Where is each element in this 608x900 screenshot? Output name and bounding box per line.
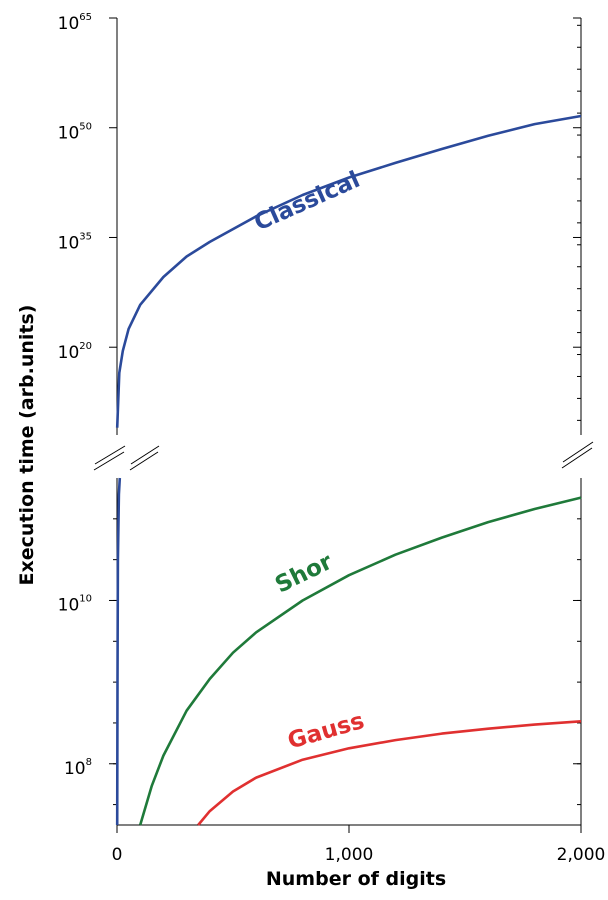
y-tick-label: 1035 bbox=[58, 231, 92, 253]
y-tick-label: 1010 bbox=[58, 593, 92, 615]
series-line-shor bbox=[138, 496, 582, 826]
axis-break-mark bbox=[93, 451, 125, 471]
series-line-classical bbox=[115, 114, 582, 428]
x-tick-label: 0 bbox=[112, 845, 123, 865]
x-axis-title: Number of digits bbox=[266, 868, 446, 890]
y-tick-label: 1050 bbox=[58, 122, 92, 144]
series-line-classical-lower bbox=[115, 477, 122, 826]
axis-break-mark bbox=[562, 441, 594, 463]
ticks: 1065 1050 1035 1020 1010 108 0 1,000 2,000 bbox=[58, 12, 606, 865]
x-tick-label: 1,000 bbox=[325, 845, 374, 865]
series-label-shor: Shor bbox=[271, 549, 337, 599]
axis-break-mark bbox=[130, 445, 160, 465]
x-tick-label: 2,000 bbox=[557, 845, 606, 865]
axes bbox=[93, 18, 594, 826]
axis-break-mark bbox=[94, 445, 126, 465]
axis-break-mark bbox=[129, 451, 159, 471]
axis-break-mark bbox=[561, 447, 593, 469]
y-tick-label: 108 bbox=[64, 757, 92, 779]
series-label-classical: Classical bbox=[250, 167, 363, 237]
curves bbox=[115, 114, 582, 826]
series-line-gauss bbox=[197, 720, 582, 826]
y-axis-title: Execution time (arb.units) bbox=[16, 305, 38, 586]
y-tick-label: 1020 bbox=[58, 341, 92, 363]
y-tick-label: 1065 bbox=[58, 12, 92, 34]
